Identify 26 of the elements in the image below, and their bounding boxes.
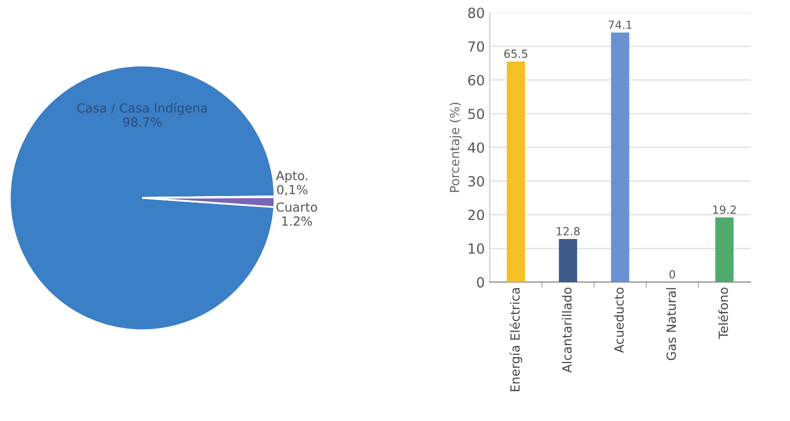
y-tick-label: 50 bbox=[468, 108, 484, 120]
y-tick-label: 20 bbox=[468, 210, 484, 220]
x-tick-label: Energía Eléctrica bbox=[510, 288, 522, 392]
data-label: 0 bbox=[669, 270, 676, 279]
x-tick-label: Acueducto bbox=[614, 288, 624, 353]
y-tick-label: 30 bbox=[468, 176, 484, 187]
data-label: 0,1% bbox=[277, 184, 308, 196]
y-tick-label: 70 bbox=[468, 41, 484, 52]
y-tick-label: 60 bbox=[468, 74, 484, 86]
slice-label: Cuarto bbox=[276, 202, 318, 212]
data-label: 1.2% bbox=[282, 216, 312, 226]
x-tick-label: Gas Natural bbox=[666, 288, 676, 360]
y-tick-label: 80 bbox=[468, 8, 484, 18]
data-label: 12.8 bbox=[556, 227, 580, 236]
x-tick-label: Teléfono bbox=[718, 288, 728, 339]
y-tick-label: 0 bbox=[477, 277, 484, 288]
data-label: 74.1 bbox=[608, 20, 632, 29]
data-label: 98.7% bbox=[123, 117, 162, 127]
y-tick-label: 10 bbox=[468, 243, 484, 254]
y-axis-title: Porcentaje (%) bbox=[450, 102, 462, 192]
slice-label: Apto. bbox=[276, 171, 308, 183]
data-label: 65.5 bbox=[504, 50, 528, 58]
slice-label: Casa / Casa Indígena bbox=[77, 102, 207, 116]
y-tick-label: 40 bbox=[468, 142, 484, 153]
x-tick-label: Alcantarillado bbox=[562, 288, 572, 373]
data-label: 19.2 bbox=[713, 205, 736, 214]
